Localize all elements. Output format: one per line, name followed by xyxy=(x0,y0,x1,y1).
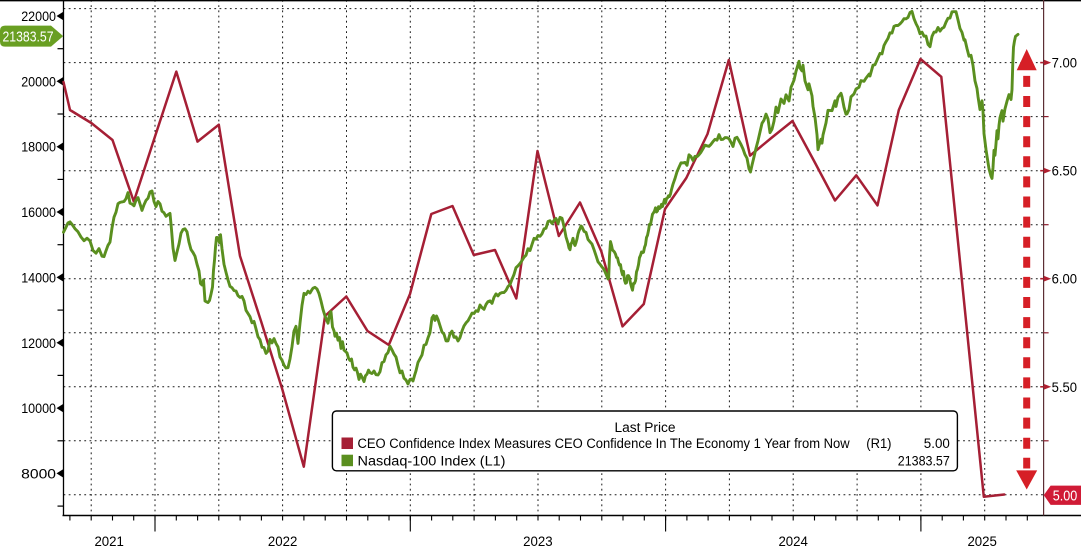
svg-text:20000: 20000 xyxy=(21,74,56,90)
svg-text:2025: 2025 xyxy=(967,533,997,549)
svg-text:7.00: 7.00 xyxy=(1052,56,1077,72)
svg-text:16000: 16000 xyxy=(21,205,56,221)
svg-text:2024: 2024 xyxy=(778,533,808,549)
svg-text:CEO Confidence Index Measures: CEO Confidence Index Measures CEO Confid… xyxy=(358,436,892,451)
svg-text:21383.57: 21383.57 xyxy=(3,28,54,45)
svg-text:6.00: 6.00 xyxy=(1052,272,1077,288)
svg-text:Nasdaq-100 Index (L1): Nasdaq-100 Index (L1) xyxy=(358,453,506,468)
svg-text:10000: 10000 xyxy=(21,401,56,417)
svg-text:2021: 2021 xyxy=(94,533,124,549)
svg-text:18000: 18000 xyxy=(21,140,56,156)
svg-text:8000: 8000 xyxy=(21,466,56,482)
svg-text:5.00: 5.00 xyxy=(924,436,950,451)
svg-text:6.50: 6.50 xyxy=(1052,164,1077,180)
svg-text:14000: 14000 xyxy=(21,270,56,286)
svg-text:22000: 22000 xyxy=(21,9,56,25)
svg-text:Last Price: Last Price xyxy=(615,420,676,435)
svg-text:21383.57: 21383.57 xyxy=(898,453,950,468)
svg-text:2022: 2022 xyxy=(268,533,298,549)
svg-text:5.00: 5.00 xyxy=(1053,487,1078,504)
svg-text:12000: 12000 xyxy=(21,336,56,352)
svg-text:5.50: 5.50 xyxy=(1052,380,1077,396)
svg-text:2023: 2023 xyxy=(523,533,553,549)
